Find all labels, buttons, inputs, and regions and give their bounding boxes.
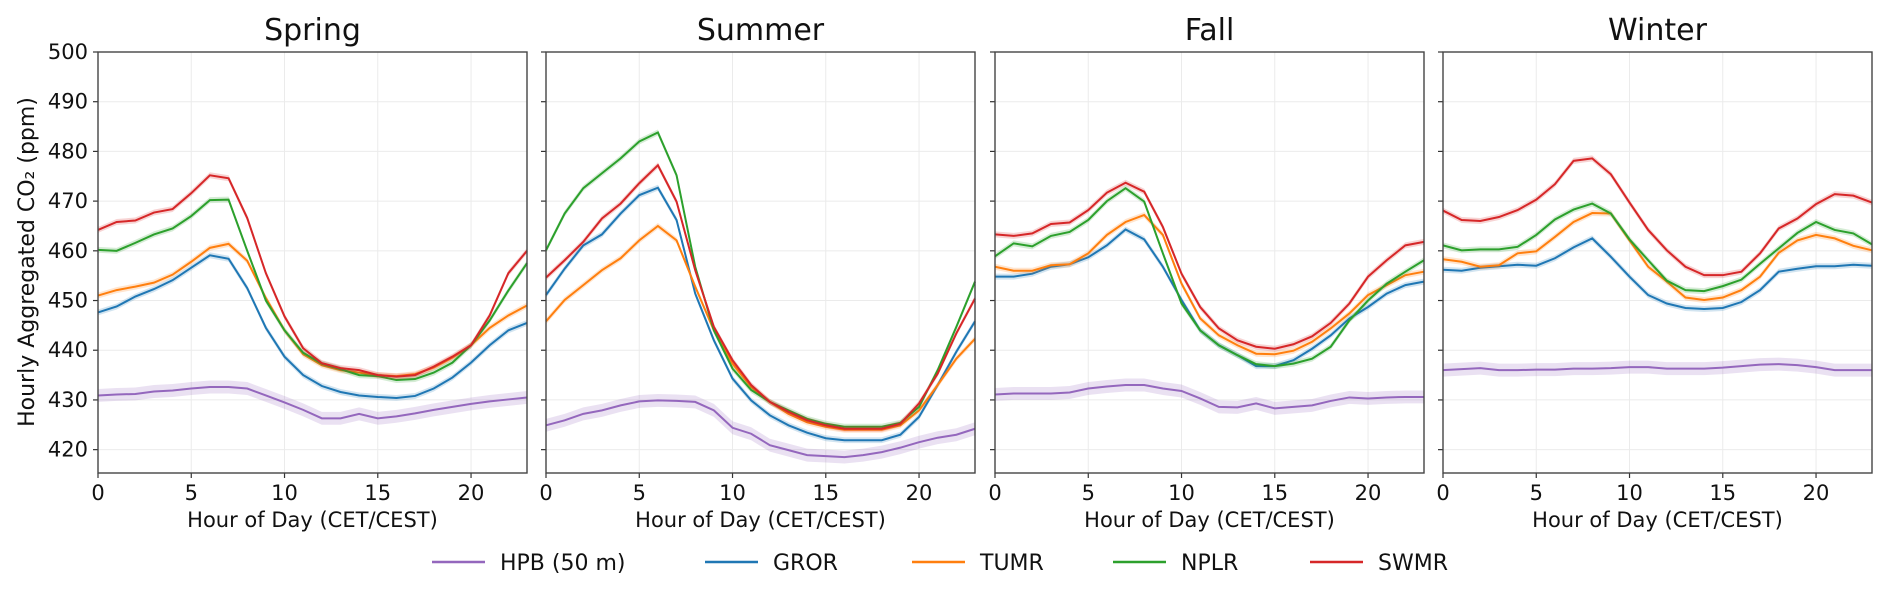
confidence-band xyxy=(98,252,527,401)
x-tick-label: 20 xyxy=(1355,481,1382,505)
x-tick-label: 15 xyxy=(364,481,391,505)
axes-frame xyxy=(1442,51,1873,474)
y-tick-label: 420 xyxy=(48,438,88,462)
x-tick-label: 20 xyxy=(1803,481,1830,505)
x-tick-label: 5 xyxy=(185,481,198,505)
confidence-band xyxy=(995,226,1424,370)
series-line-swmr xyxy=(994,181,1425,350)
confidence-band xyxy=(546,129,975,430)
x-axis-label: Hour of Day (CET/CEST) xyxy=(1532,508,1783,532)
x-tick-label: 5 xyxy=(1082,481,1095,505)
series-line-swmr xyxy=(545,163,976,430)
confidence-band xyxy=(546,162,975,432)
series-line-nplr xyxy=(1442,202,1873,293)
x-tick-label: 15 xyxy=(812,481,839,505)
confidence-band xyxy=(546,222,975,433)
series-line-hpb xyxy=(994,384,1424,410)
x-tick-label: 5 xyxy=(633,481,646,505)
series-line-gror xyxy=(97,254,528,399)
panel-fall: Fall 0 5 10 15 20 Hour of Day (CET/CEST) xyxy=(988,13,1425,532)
series-line-tumr xyxy=(994,213,1425,356)
y-tick-label: 430 xyxy=(48,388,88,412)
legend-item: SWMR xyxy=(1310,551,1448,576)
confidence-band xyxy=(995,378,1424,415)
x-axis-label: Hour of Day (CET/CEST) xyxy=(635,508,886,532)
confidence-band xyxy=(98,172,527,380)
series-line-swmr xyxy=(97,174,528,378)
series-line-hpb xyxy=(97,386,528,420)
y-tick-label: 440 xyxy=(48,338,88,362)
panel-winter: Winter 0 5 10 15 20 Hour of Day (CET/CEST) xyxy=(1436,13,1873,532)
series-line-gror xyxy=(1442,237,1873,310)
y-tick-label: 450 xyxy=(48,289,88,313)
legend-label: SWMR xyxy=(1378,551,1448,576)
legend-item: HPB (50 m) xyxy=(432,551,625,576)
series-line-swmr xyxy=(1442,157,1873,277)
legend-label: GROR xyxy=(773,551,838,576)
panel-title: Summer xyxy=(697,13,825,48)
series-line-nplr xyxy=(545,131,976,428)
panel-spring: Spring 420 430 440 450 460 470 480 490 500 0 5 10 15 2… xyxy=(48,13,528,532)
x-tick-label: 10 xyxy=(1168,481,1195,505)
x-tick-label: 20 xyxy=(906,481,933,505)
x-axis-label: Hour of Day (CET/CEST) xyxy=(187,508,438,532)
series-line-tumr xyxy=(545,224,976,431)
legend-label: HPB (50 m) xyxy=(500,551,625,576)
confidence-band xyxy=(995,185,1424,370)
legend-label: TUMR xyxy=(979,551,1044,576)
legend-label: NPLR xyxy=(1181,551,1238,576)
x-axis-label: Hour of Day (CET/CEST) xyxy=(1084,508,1335,532)
series-line-nplr xyxy=(994,186,1425,368)
axes-frame xyxy=(97,51,528,474)
confidence-band xyxy=(546,393,975,464)
x-tick-label: 15 xyxy=(1261,481,1288,505)
x-tick-label: 5 xyxy=(1530,481,1543,505)
legend-item: TUMR xyxy=(912,551,1044,576)
series-line-gror xyxy=(995,228,1425,368)
panel-title: Spring xyxy=(264,13,361,48)
x-tick-label: 20 xyxy=(458,481,485,505)
series-line-nplr xyxy=(97,198,528,382)
x-tick-label: 0 xyxy=(91,481,104,505)
axes-frame xyxy=(994,51,1425,474)
axes-frame xyxy=(545,51,976,474)
y-tick-label: 500 xyxy=(48,40,88,64)
series-line-tumr xyxy=(1442,212,1873,302)
y-tick-label: 480 xyxy=(48,139,88,163)
legend: HPB (50 m) GROR TUMR NPLR SWMR xyxy=(432,551,1448,576)
panel-title: Fall xyxy=(1185,13,1235,48)
confidence-band xyxy=(1443,235,1872,312)
series-line-hpb xyxy=(545,399,976,459)
panel-summer: Summer 0 5 10 15 20 Hour of Day (CET/CEST) xyxy=(539,13,976,532)
legend-item: GROR xyxy=(705,551,838,576)
x-tick-label: 0 xyxy=(1436,481,1449,505)
x-tick-label: 0 xyxy=(539,481,552,505)
x-tick-label: 10 xyxy=(271,481,298,505)
y-axis-label: Hourly Aggregated CO₂ (ppm) xyxy=(15,97,40,427)
x-tick-label: 10 xyxy=(1616,481,1643,505)
x-tick-label: 0 xyxy=(988,481,1001,505)
y-tick-label: 470 xyxy=(48,189,88,213)
confidence-band xyxy=(98,380,527,425)
x-tick-label: 15 xyxy=(1709,481,1736,505)
y-tick-label: 490 xyxy=(48,90,88,114)
series-line-hpb xyxy=(1442,363,1872,372)
panel-title: Winter xyxy=(1608,13,1708,48)
legend-item: NPLR xyxy=(1113,551,1238,576)
x-tick-label: 10 xyxy=(719,481,746,505)
y-tick-label: 460 xyxy=(48,239,88,263)
series-line-gror xyxy=(545,186,976,442)
